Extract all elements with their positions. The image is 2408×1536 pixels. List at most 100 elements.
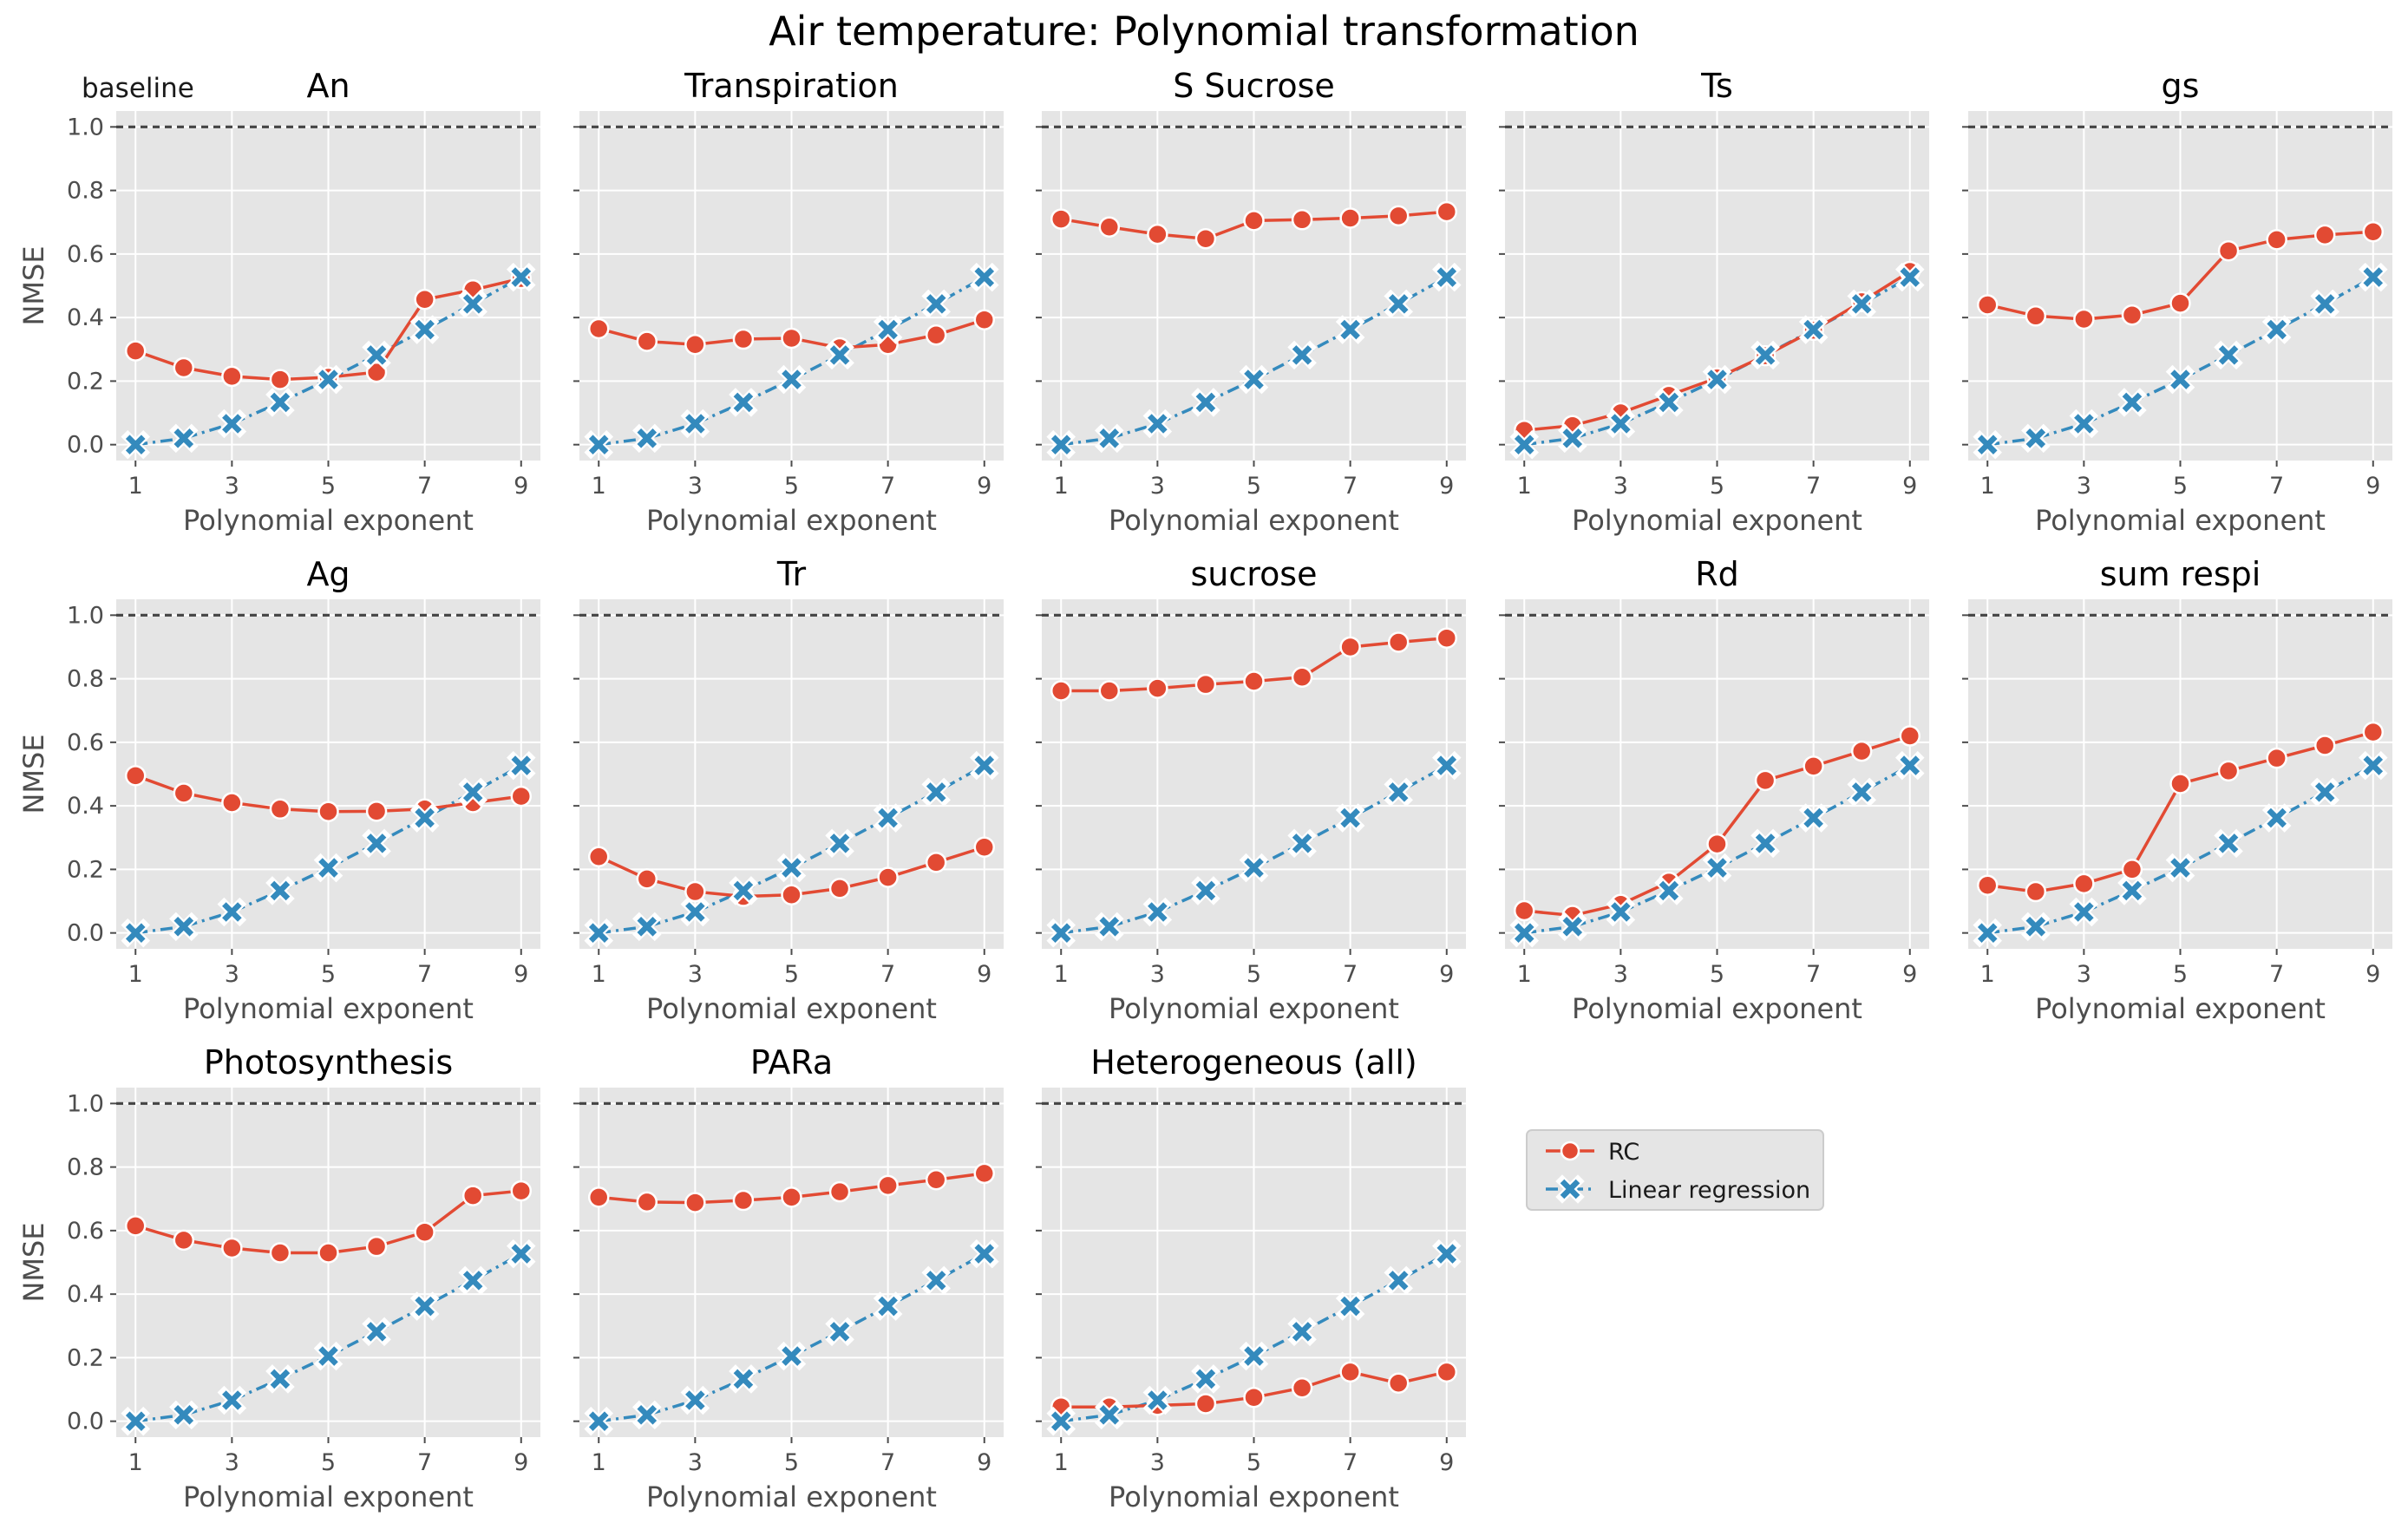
x-tick-label: 1 [1980,961,1995,988]
linear-regression-point [1654,876,1684,905]
linear-regression-point [969,750,999,781]
x-axis-label: Polynomial exponent [646,504,937,537]
rc-point [1803,755,1824,777]
x-axis-label: Polynomial exponent [1109,1480,1399,1513]
linear-regression-point [873,315,903,344]
x-tick-label: 7 [2269,961,2284,988]
rc-point [173,1229,195,1252]
linear-regression-point [776,853,807,883]
legend-marker [1555,1174,1585,1204]
panel-title: An [306,67,350,105]
linear-regression-point [825,1317,854,1347]
x-tick-label: 1 [592,1449,606,1476]
linear-regression-point [1335,1291,1365,1321]
x-tick-label: 9 [977,1449,991,1476]
rc-point [1850,740,1873,762]
rc-point [269,369,291,390]
rc-point [587,846,610,868]
linear-regression-point [169,423,199,454]
linear-regression-point [1142,1385,1173,1415]
linear-regression-point [1894,750,1925,781]
rc-point [973,309,996,330]
x-axis-label: Polynomial exponent [2035,504,2326,537]
x-tick-label: 3 [688,1449,703,1476]
x-tick-label: 9 [514,1449,528,1476]
linear-regression-point [409,1291,440,1321]
linear-regression-point [584,918,614,948]
rc-point [636,868,658,890]
rc-point [2025,305,2047,327]
x-tick-label: 5 [2173,473,2188,500]
rc-point [1976,294,1999,316]
x-tick-label: 3 [688,961,703,988]
x-tick-label: 5 [1247,961,1261,988]
x-tick-label: 9 [2365,473,2380,500]
rc-point [1243,210,1265,232]
y-tick-label: 0.0 [67,1409,104,1435]
x-tick-label: 5 [1247,1449,1261,1476]
linear-regression-point [1239,853,1269,883]
linear-regression-point [362,828,391,859]
x-tick-label: 3 [2077,473,2091,500]
panel-photosynthesis: 1 3 5 7 9 0.0 0.2 0.4 0.6 0.8 1.0 Photosynthesis Pol… [17,1043,540,1513]
linear-regression-point [313,364,344,395]
x-axis-label: Polynomial exponent [183,992,474,1025]
linear-regression-point [632,423,662,454]
linear-regression-point [825,340,854,370]
rc-point [2217,239,2240,262]
y-axis-label: NMSE [17,245,50,325]
linear-regression-point [680,409,710,439]
rc-point [1899,725,1921,747]
linear-regression-point [2021,423,2051,454]
rc-point [1194,228,1217,250]
linear-regression-point [169,912,199,942]
linear-regression-point [458,289,487,319]
legend-entry-rc: RC [1546,1139,1639,1166]
linear-regression-point [1654,388,1684,417]
rc-point [1339,207,1361,229]
panel-title: sum respi [2100,555,2261,593]
x-tick-label: 9 [1439,473,1454,500]
linear-regression-point [969,1239,999,1269]
rc-point [510,785,533,807]
y-tick-label: 0.2 [67,856,104,883]
x-tick-label: 1 [1054,473,1069,500]
x-tick-label: 3 [1150,961,1165,988]
x-tick-label: 7 [1343,961,1358,988]
linear-regression-point [217,409,247,439]
x-tick-label: 7 [417,1449,432,1476]
x-tick-label: 1 [592,961,606,988]
rc-point [1243,670,1265,692]
x-tick-label: 5 [1247,473,1261,500]
legend-label: Linear regression [1608,1177,1810,1204]
y-tick-label: 1.0 [67,114,104,141]
linear-regression-point [2310,777,2339,807]
rc-point [173,356,195,379]
x-axis-label: Polynomial exponent [1572,992,1862,1025]
panel-tr: 1 3 5 7 9 Tr Polynomial exponent [573,555,1004,1025]
rc-point [1291,1376,1313,1399]
rc-point [877,1174,899,1197]
x-tick-label: 7 [880,473,895,500]
linear-regression-point [776,364,807,395]
linear-regression-point [1606,897,1636,927]
rc-point [2073,308,2095,330]
y-tick-label: 0.6 [67,729,104,756]
rc-point [1436,1361,1458,1383]
y-tick-label: 0.8 [67,1154,104,1181]
x-tick-label: 1 [592,473,606,500]
linear-regression-point [169,1400,199,1430]
x-tick-label: 9 [1439,961,1454,988]
x-tick-label: 7 [1806,961,1821,988]
rc-point [828,878,851,899]
rc-point [781,884,802,905]
linear-regression-point [1287,828,1317,859]
rc-point [925,1168,947,1191]
linear-regression-point [1847,289,1876,319]
x-tick-label: 1 [1517,473,1532,500]
linear-regression-point [121,918,151,948]
linear-regression-point [1558,423,1587,454]
rc-point [1147,677,1168,699]
linear-regression-point [362,340,391,370]
